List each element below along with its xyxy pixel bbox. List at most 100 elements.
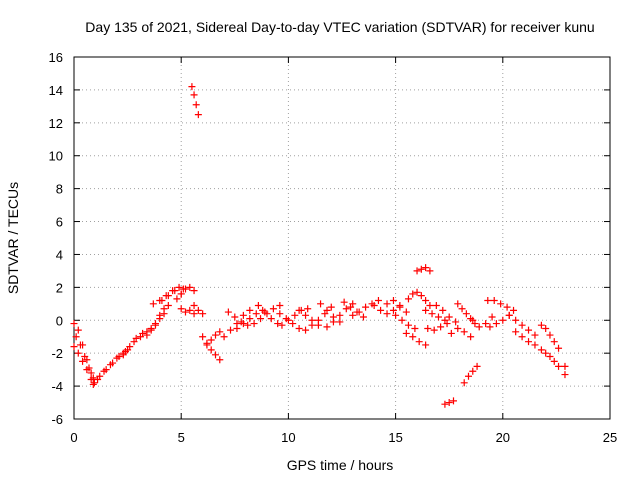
series-arc-30	[349, 297, 382, 319]
data-point	[452, 318, 460, 326]
data-point	[555, 344, 563, 352]
data-point	[289, 320, 297, 328]
data-point	[428, 310, 436, 318]
series-arc-45	[484, 297, 518, 314]
data-point	[89, 380, 97, 388]
chart-title: Day 135 of 2021, Sidereal Day-to-day VTE…	[85, 19, 594, 35]
data-point	[409, 333, 417, 341]
data-point	[327, 303, 335, 311]
data-point	[190, 310, 198, 318]
data-point	[190, 91, 198, 99]
data-point	[79, 357, 87, 365]
data-point	[90, 379, 98, 387]
data-point	[460, 379, 468, 387]
series-arc-23	[276, 310, 303, 332]
series-arc-49	[537, 321, 563, 352]
data-point	[74, 349, 82, 357]
data-point	[70, 320, 78, 328]
data-point	[449, 397, 457, 405]
data-point	[212, 331, 220, 339]
data-point	[212, 351, 220, 359]
y-axis-label: SDTVAR / TECUs	[5, 182, 21, 294]
data-point	[497, 300, 505, 308]
data-point	[555, 362, 563, 370]
data-point	[203, 341, 211, 349]
data-point	[323, 323, 331, 331]
x-tick-label: 25	[603, 430, 617, 445]
data-point	[430, 326, 438, 334]
data-point	[342, 305, 350, 313]
y-tick-label: 2	[56, 280, 63, 295]
series-arc-33	[392, 311, 419, 332]
data-point	[246, 315, 254, 323]
data-point	[302, 311, 310, 319]
data-point	[186, 283, 194, 291]
x-tick-label: 5	[178, 430, 185, 445]
data-point	[244, 321, 252, 329]
data-point	[550, 357, 558, 365]
data-point	[347, 303, 355, 311]
data-point	[74, 326, 82, 334]
data-point	[276, 310, 284, 318]
series-arc-48	[512, 328, 539, 349]
data-point	[525, 326, 533, 334]
series-arc-18	[220, 306, 254, 341]
x-tick-label: 0	[70, 430, 77, 445]
data-point	[383, 300, 391, 308]
data-point	[492, 320, 500, 328]
data-point	[445, 399, 453, 407]
data-point	[370, 301, 378, 309]
data-point	[417, 265, 425, 273]
data-point	[130, 338, 138, 346]
data-point	[422, 306, 430, 314]
y-tick-label: 14	[49, 83, 63, 98]
data-point	[422, 297, 430, 305]
data-point	[512, 316, 520, 324]
data-point	[224, 308, 232, 316]
data-point	[396, 303, 404, 311]
data-point	[278, 321, 286, 329]
y-tick-label: -6	[51, 412, 63, 427]
data-point	[402, 308, 410, 316]
x-axis-label: GPS time / hours	[287, 457, 394, 473]
data-point	[147, 326, 155, 334]
data-point	[124, 346, 132, 354]
data-point	[239, 311, 247, 319]
y-tick-label: -4	[51, 379, 63, 394]
data-point	[302, 326, 310, 334]
series-arc-43	[460, 362, 481, 387]
data-point	[413, 288, 421, 296]
data-point	[136, 333, 144, 341]
y-tick-label: 0	[56, 313, 63, 328]
series-arc-36	[413, 264, 434, 275]
data-point	[317, 300, 325, 308]
series-arc-29	[340, 298, 367, 321]
series-arc-17	[203, 328, 224, 349]
data-point	[458, 305, 466, 313]
data-point	[404, 295, 412, 303]
series-arc-51	[561, 362, 569, 379]
data-point	[231, 313, 239, 321]
series-arc-38	[424, 320, 451, 334]
data-point	[349, 311, 357, 319]
data-point	[426, 301, 434, 309]
data-point	[537, 346, 545, 354]
y-axis: -6 -4 -2 0 2 4 6 8 10 12 14 16	[49, 50, 610, 427]
series-arc-42	[454, 300, 479, 328]
series-arc-12	[173, 283, 198, 303]
data-point	[464, 372, 472, 380]
data-point	[434, 313, 442, 321]
y-tick-label: -2	[51, 346, 63, 361]
data-point	[486, 323, 494, 331]
data-point	[413, 267, 421, 275]
data-point	[295, 306, 303, 314]
data-point	[87, 369, 95, 377]
data-point	[488, 313, 496, 321]
x-tick-label: 10	[281, 430, 295, 445]
data-point	[284, 316, 292, 324]
data-point	[389, 306, 397, 314]
data-point	[199, 310, 207, 318]
data-point	[76, 341, 84, 349]
series-arc-22	[254, 301, 282, 328]
